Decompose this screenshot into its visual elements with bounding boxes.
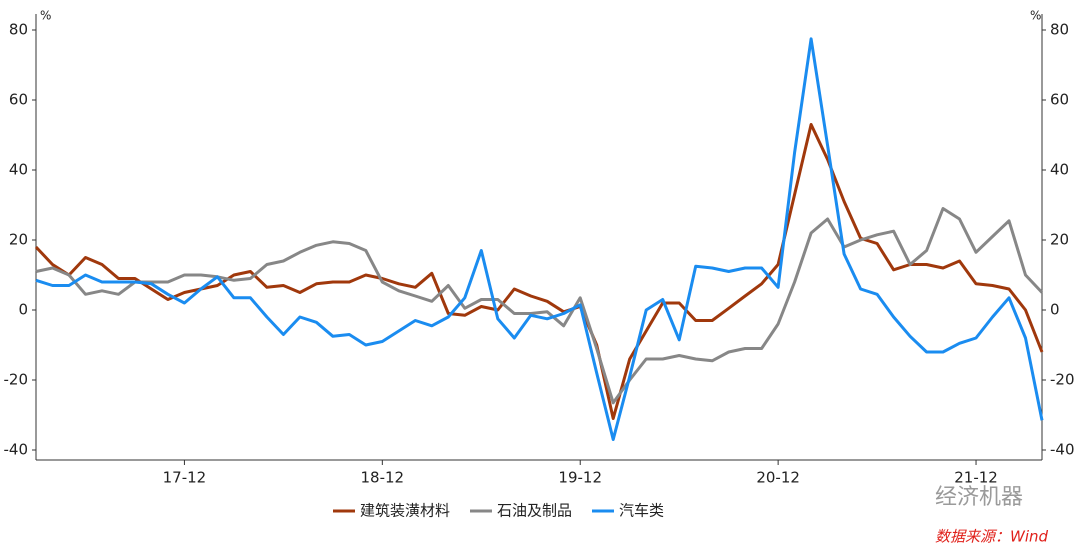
x-tick-label: 21-12	[954, 469, 998, 487]
y-tick-label: 60	[9, 91, 28, 109]
legend-label: 石油及制品	[497, 502, 572, 520]
series-line	[35, 37, 1044, 441]
y-tick-label: 80	[9, 21, 28, 39]
legend-label: 汽车类	[619, 502, 664, 520]
watermark: 经济机器	[935, 485, 1023, 510]
source-note: 数据来源：Wind	[935, 528, 1049, 546]
y2-tick-label: -40	[1050, 441, 1075, 459]
y-tick-label: 40	[9, 161, 28, 179]
x-tick-label: 17-12	[163, 469, 207, 487]
y2-tick-label: 0	[1050, 301, 1060, 319]
y-tick-label: 20	[9, 231, 28, 249]
y-tick-label: -20	[4, 371, 29, 389]
y2-tick-label: 80	[1050, 21, 1069, 39]
y-tick-label: 0	[18, 301, 28, 319]
y-tick-label: -40	[4, 441, 29, 459]
series-line	[34, 123, 1044, 420]
x-tick-label: 18-12	[361, 469, 405, 487]
legend-label: 建筑装潢材料	[360, 502, 450, 520]
x-tick-label: 20-12	[756, 469, 800, 487]
x-tick-label: 19-12	[558, 469, 602, 487]
y2-tick-label: -20	[1050, 371, 1075, 389]
series-line	[35, 207, 1044, 405]
y2-tick-label: 40	[1050, 161, 1069, 179]
y2-tick-label: 60	[1050, 91, 1069, 109]
y-axis-label: %	[40, 9, 51, 23]
y2-axis-label: %	[1030, 9, 1041, 23]
y2-tick-label: 20	[1050, 231, 1069, 249]
